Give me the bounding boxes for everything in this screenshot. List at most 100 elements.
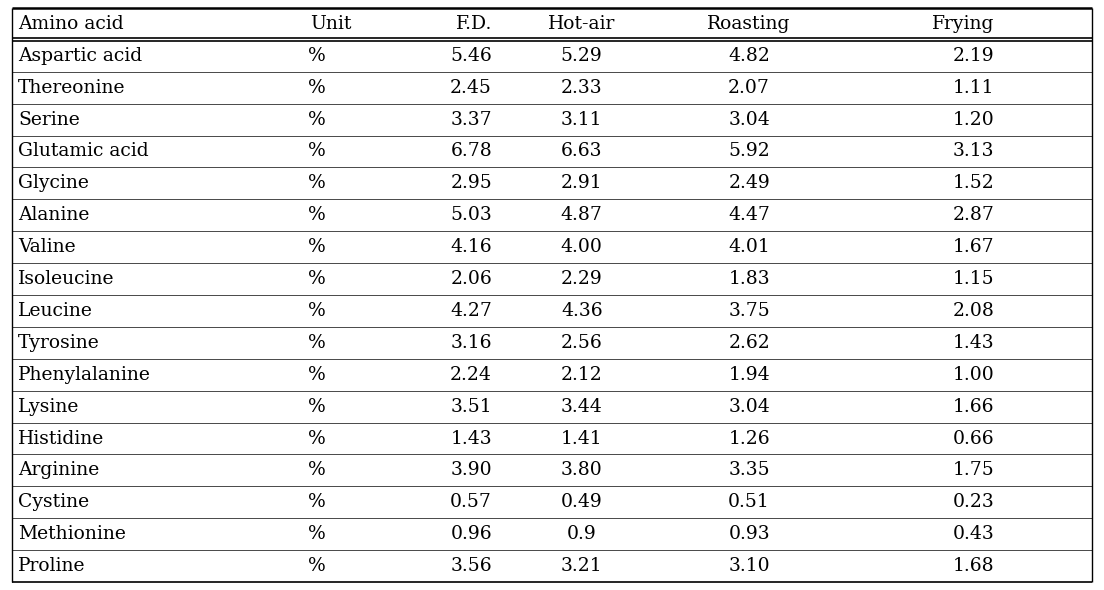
Text: %: % [308, 206, 326, 224]
Text: 6.63: 6.63 [561, 143, 603, 160]
Text: Roasting: Roasting [708, 15, 790, 33]
Text: %: % [308, 47, 326, 65]
Text: 1.66: 1.66 [953, 398, 995, 415]
Text: 2.45: 2.45 [450, 78, 492, 97]
Text: 5.03: 5.03 [450, 206, 492, 224]
Text: %: % [308, 238, 326, 256]
Text: 0.96: 0.96 [450, 525, 492, 543]
Text: 4.01: 4.01 [729, 238, 769, 256]
Text: 4.16: 4.16 [450, 238, 492, 256]
Text: 0.49: 0.49 [561, 493, 603, 512]
Text: F.D.: F.D. [456, 15, 492, 33]
Text: Lysine: Lysine [18, 398, 79, 415]
Text: 2.87: 2.87 [953, 206, 995, 224]
Text: Cystine: Cystine [18, 493, 89, 512]
Text: 3.90: 3.90 [450, 461, 492, 480]
Text: 5.46: 5.46 [450, 47, 492, 65]
Text: 3.56: 3.56 [450, 557, 492, 575]
Text: Amino acid: Amino acid [18, 15, 124, 33]
Text: %: % [308, 557, 326, 575]
Text: 3.16: 3.16 [450, 334, 492, 352]
Text: 4.36: 4.36 [561, 302, 603, 320]
Text: Methionine: Methionine [18, 525, 126, 543]
Text: 3.04: 3.04 [729, 110, 769, 129]
Text: 2.12: 2.12 [561, 366, 603, 384]
Text: 5.92: 5.92 [729, 143, 769, 160]
Text: Proline: Proline [18, 557, 85, 575]
Text: 2.56: 2.56 [561, 334, 603, 352]
Text: 3.80: 3.80 [561, 461, 603, 480]
Text: 3.37: 3.37 [450, 110, 492, 129]
Text: %: % [308, 430, 326, 447]
Text: 1.20: 1.20 [953, 110, 995, 129]
Text: 3.51: 3.51 [450, 398, 492, 415]
Text: Valine: Valine [18, 238, 76, 256]
Text: 6.78: 6.78 [450, 143, 492, 160]
Text: 2.91: 2.91 [561, 175, 603, 192]
Text: 4.82: 4.82 [729, 47, 769, 65]
Text: 4.27: 4.27 [450, 302, 492, 320]
Text: %: % [308, 493, 326, 512]
Text: Leucine: Leucine [18, 302, 93, 320]
Text: Phenylalanine: Phenylalanine [18, 366, 151, 384]
Text: 3.13: 3.13 [953, 143, 995, 160]
Text: Isoleucine: Isoleucine [18, 270, 115, 288]
Text: %: % [308, 525, 326, 543]
Text: Glutamic acid: Glutamic acid [18, 143, 149, 160]
Text: 1.75: 1.75 [953, 461, 995, 480]
Text: 4.47: 4.47 [729, 206, 769, 224]
Text: Tyrosine: Tyrosine [18, 334, 99, 352]
Text: 0.57: 0.57 [450, 493, 492, 512]
Text: 2.08: 2.08 [953, 302, 995, 320]
Text: Hot-air: Hot-air [548, 15, 615, 33]
Text: %: % [308, 302, 326, 320]
Text: Frying: Frying [932, 15, 995, 33]
Text: 3.35: 3.35 [729, 461, 769, 480]
Text: 1.11: 1.11 [953, 78, 995, 97]
Text: %: % [308, 270, 326, 288]
Text: 0.43: 0.43 [953, 525, 995, 543]
Text: Unit: Unit [310, 15, 351, 33]
Text: 5.29: 5.29 [561, 47, 603, 65]
Text: 3.10: 3.10 [729, 557, 769, 575]
Text: 1.52: 1.52 [953, 175, 995, 192]
Text: Glycine: Glycine [18, 175, 89, 192]
Text: 1.26: 1.26 [729, 430, 769, 447]
Text: 2.62: 2.62 [729, 334, 769, 352]
Text: 0.93: 0.93 [729, 525, 769, 543]
Text: 2.33: 2.33 [561, 78, 603, 97]
Text: 1.41: 1.41 [561, 430, 603, 447]
Text: %: % [308, 110, 326, 129]
Text: 2.95: 2.95 [450, 175, 492, 192]
Text: %: % [308, 366, 326, 384]
Text: 2.49: 2.49 [729, 175, 769, 192]
Text: 2.06: 2.06 [450, 270, 492, 288]
Text: 2.07: 2.07 [729, 78, 769, 97]
Text: 3.44: 3.44 [561, 398, 603, 415]
Text: 4.00: 4.00 [561, 238, 603, 256]
Text: 1.67: 1.67 [953, 238, 995, 256]
Text: 1.43: 1.43 [953, 334, 995, 352]
Text: 1.94: 1.94 [729, 366, 769, 384]
Text: 1.00: 1.00 [953, 366, 995, 384]
Text: 2.24: 2.24 [450, 366, 492, 384]
Text: 3.04: 3.04 [729, 398, 769, 415]
Text: Alanine: Alanine [18, 206, 89, 224]
Text: %: % [308, 334, 326, 352]
Text: %: % [308, 175, 326, 192]
Text: 1.83: 1.83 [729, 270, 769, 288]
Text: 2.19: 2.19 [953, 47, 995, 65]
Text: Histidine: Histidine [18, 430, 104, 447]
Text: 0.66: 0.66 [953, 430, 995, 447]
Text: %: % [308, 78, 326, 97]
Text: 1.68: 1.68 [953, 557, 995, 575]
Text: 3.75: 3.75 [729, 302, 769, 320]
Text: %: % [308, 398, 326, 415]
Text: Aspartic acid: Aspartic acid [18, 47, 142, 65]
Text: 3.21: 3.21 [561, 557, 603, 575]
Text: %: % [308, 461, 326, 480]
Text: 1.43: 1.43 [450, 430, 492, 447]
Text: 1.15: 1.15 [953, 270, 995, 288]
Text: 0.23: 0.23 [953, 493, 995, 512]
Text: Arginine: Arginine [18, 461, 99, 480]
